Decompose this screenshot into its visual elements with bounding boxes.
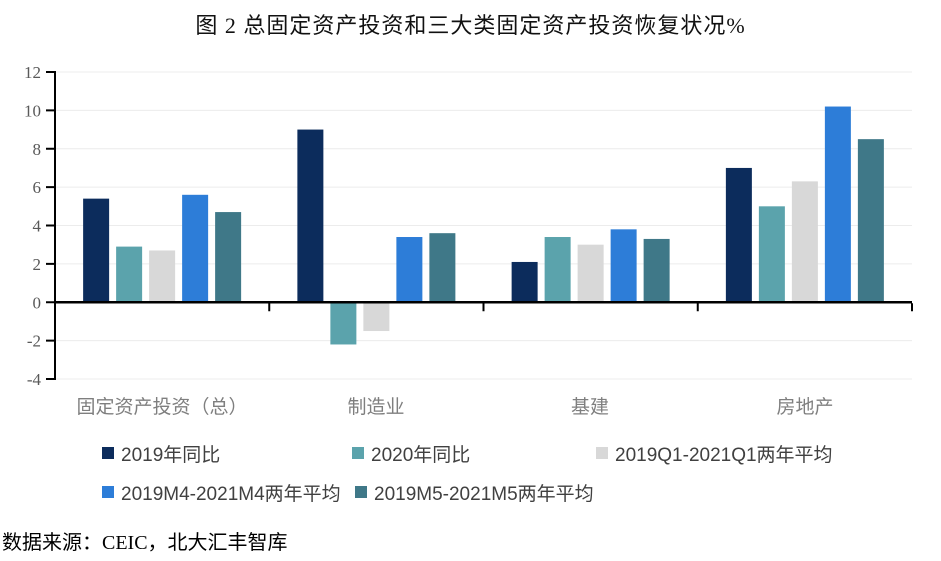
y-tick-label: 2 (33, 255, 42, 274)
bar-2019M5-2021M5两年平均-房地产 (857, 139, 884, 303)
bar-2019年同比-房地产 (725, 167, 752, 303)
category-label-fai: 固定资产投资（总） (76, 397, 248, 418)
y-tick-label: 10 (24, 101, 41, 120)
y-tick-label: 6 (33, 178, 42, 197)
bar-2019M4-2021M4两年平均-房地产 (824, 106, 851, 303)
bar-2020年同比-制造业 (330, 302, 357, 345)
y-tick-label: 12 (24, 63, 41, 82)
legend-label: 2019M5-2021M5两年平均 (374, 483, 594, 505)
bar-2019M4-2021M4两年平均-基建 (610, 229, 637, 303)
y-tick-label: 4 (33, 217, 42, 236)
bar-2019年同比-固定资产投资（总） (83, 198, 110, 303)
bar-2020年同比-房地产 (758, 206, 785, 303)
legend-swatch-m4avg (102, 486, 114, 498)
legend-item-m5avg: 2019M5-2021M5两年平均 (355, 480, 594, 505)
legend-swatch-2020 (352, 447, 364, 459)
bar-2019年同比-基建 (511, 261, 538, 303)
chart-title: 图 2 总固定资产投资和三大类固定资产投资恢复状况% (195, 13, 746, 38)
category-label-realestate: 房地产 (776, 397, 834, 418)
bar-2019Q1-2021Q1两年平均-基建 (577, 244, 604, 303)
legend-swatch-2019 (102, 447, 114, 459)
category-label-infrastructure: 基建 (570, 397, 610, 418)
bar-chart-plot: -4 -2 0 2 4 6 8 10 12 (24, 63, 913, 389)
bar-2019Q1-2021Q1两年平均-制造业 (363, 302, 390, 332)
legend-item-q1avg: 2019Q1-2021Q1两年平均 (596, 441, 833, 466)
bar-2019M5-2021M5两年平均-制造业 (429, 233, 456, 303)
legend-label: 2020年同比 (371, 444, 471, 466)
legend-label: 2019M4-2021M4两年平均 (121, 483, 341, 505)
legend-item-2019: 2019年同比 (102, 441, 221, 466)
bar-2019M5-2021M5两年平均-基建 (643, 238, 670, 303)
source-note: 数据来源：CEIC，北大汇丰智库 (2, 532, 288, 554)
legend-item-2020: 2020年同比 (352, 441, 471, 466)
legend-label: 2019Q1-2021Q1两年平均 (615, 444, 833, 466)
bar-2020年同比-固定资产投资（总） (116, 246, 143, 303)
bar-2020年同比-基建 (544, 237, 571, 303)
legend-swatch-m5avg (355, 486, 367, 498)
y-tick-label: 8 (33, 140, 42, 159)
bar-2019Q1-2021Q1两年平均-固定资产投资（总） (149, 250, 176, 303)
y-tick-label: 0 (33, 293, 42, 312)
legend-label: 2019年同比 (121, 444, 221, 466)
bar-2019Q1-2021Q1两年平均-房地产 (791, 181, 818, 303)
bar-2019M5-2021M5两年平均-固定资产投资（总） (215, 212, 242, 303)
bar-2019M4-2021M4两年平均-固定资产投资（总） (182, 194, 209, 303)
bar-2019年同比-制造业 (297, 129, 324, 303)
legend-item-m4avg: 2019M4-2021M4两年平均 (102, 480, 341, 505)
y-tick-label: -4 (27, 370, 42, 389)
legend-swatch-q1avg (596, 447, 608, 459)
bar-2019M4-2021M4两年平均-制造业 (396, 237, 423, 303)
category-label-manufacturing: 制造业 (347, 397, 405, 418)
y-tick-label: -2 (27, 332, 41, 351)
